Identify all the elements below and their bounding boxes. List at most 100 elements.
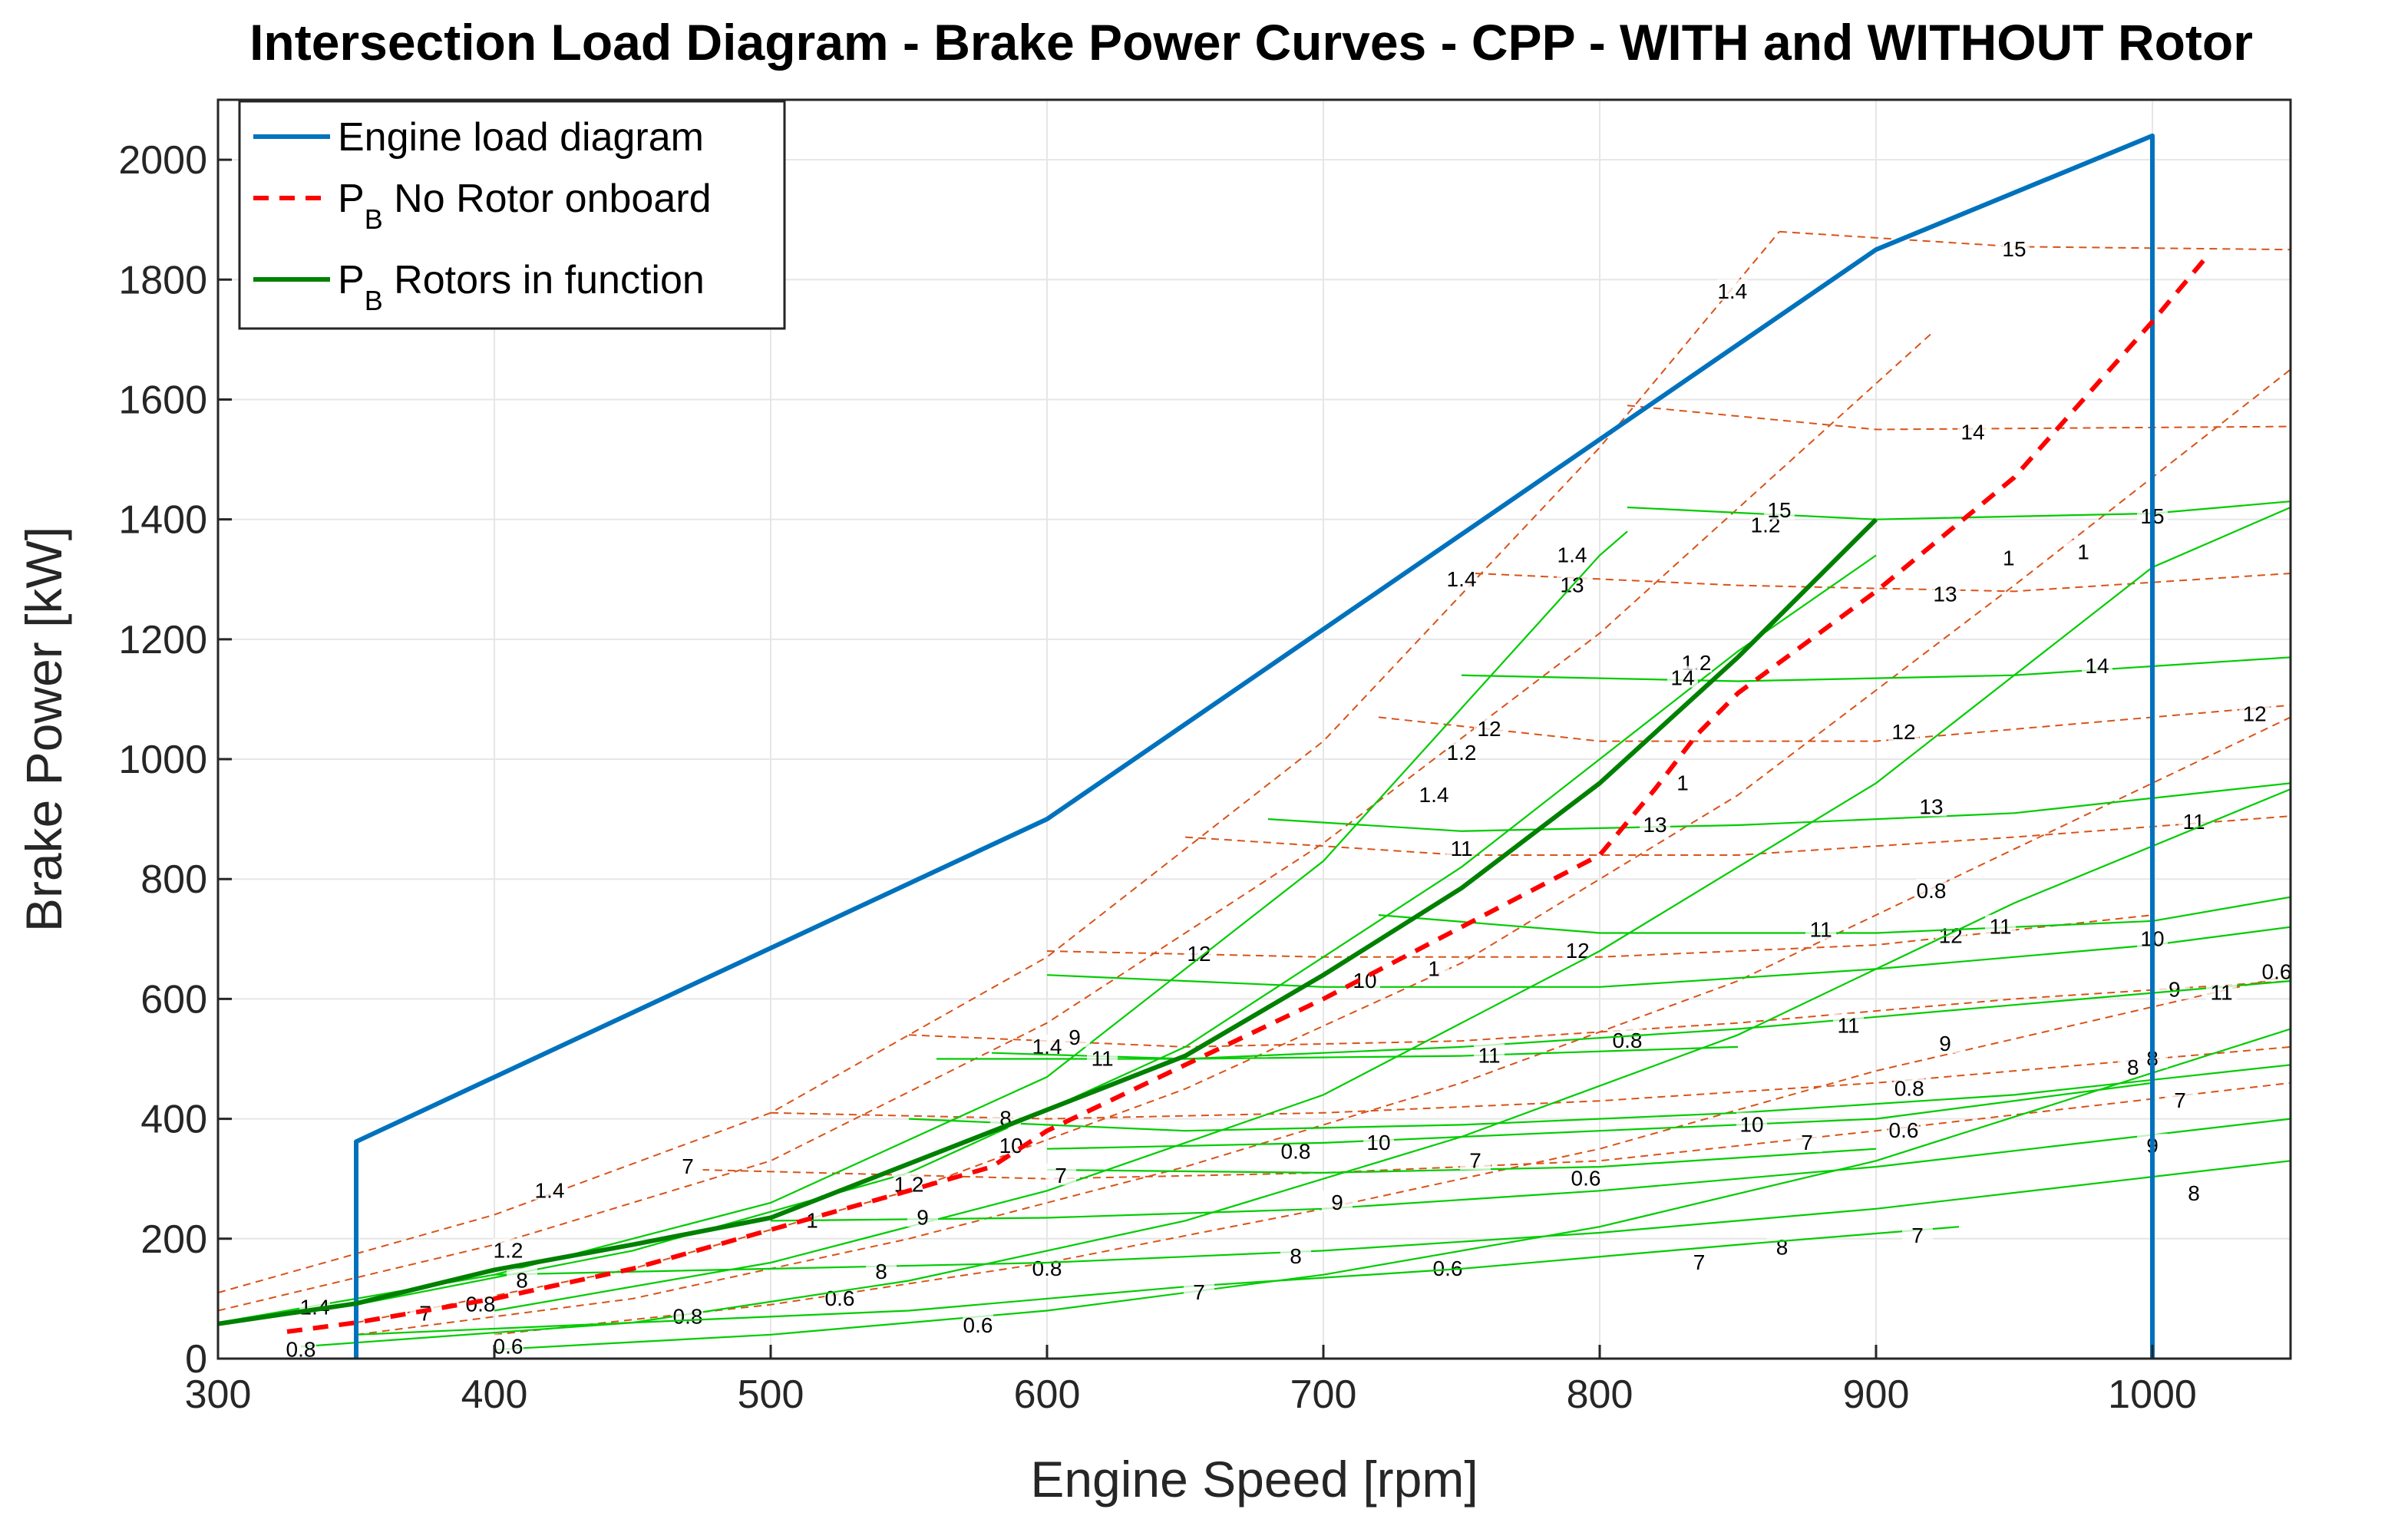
rotor-contour-line [908,1064,2291,1132]
rotor-contour-label-bg [1902,1223,1933,1245]
rotor-contour-label-bg [1916,794,1947,817]
no-rotor-contour-line [908,980,2291,1048]
y-tick-label: 2000 [118,138,207,183]
rotor-contour-label-bg [1766,1235,1798,1257]
no-rotor-contour-label: 1 [2003,546,2015,570]
rotor-contour-label-bg [1045,1163,1076,1185]
x-tick-label: 300 [185,1372,252,1417]
no-rotor-contour-label-bg [1957,420,1988,442]
rotor-contour-label-bg [1184,1280,1214,1303]
rotor-contour-label-bg [1474,1043,1505,1065]
no-rotor-contour-line [355,716,2291,1336]
x-axis-label: Engine Speed [rpm] [1030,1451,1478,1508]
rotor-contour-label-bg [286,1337,316,1359]
x-tick-label: 900 [1843,1372,1910,1417]
rotor-contour-label-bg [1557,543,1587,565]
no-rotor-contour-label-bg [1916,878,1947,900]
rotor-contour-label-bg [1894,1076,1925,1098]
rotor-contour-label: 11 [1478,1044,1500,1068]
rotor-contour-label-bg [1087,1046,1118,1068]
rotor-contour-line [1267,782,2291,832]
no-rotor-contour-line [1475,573,2291,593]
no-rotor-contour-label-bg [1446,837,1477,859]
rotor-contour-label: 0.8 [1613,1029,1643,1052]
no-rotor-contour-label-bg [2261,959,2292,982]
no-rotor-contour-label: 1.2 [494,1238,524,1262]
no-rotor-contour-label-bg [2239,702,2271,724]
rotor-contour-label: 11 [1989,915,2011,939]
plot-area: 1.41.41.41.21.21.211110.80.80.80.60.60.6… [216,98,2292,1361]
rotor-contour-label: 7 [419,1301,431,1325]
no-rotor-contour-label: 1.4 [535,1178,565,1202]
rotor-contour-label: 7 [1469,1148,1481,1172]
no-rotor-contour-label-bg [1571,1166,1601,1188]
no-rotor-contour-line [1046,914,2153,958]
rotor-contour-label: 0.8 [1894,1077,1924,1101]
no-rotor-contour-label: 1.4 [1447,567,1477,591]
rotor-contour-label-bg [1667,665,1698,688]
rotor-contour-label: 14 [1670,666,1694,690]
rotor-contour-label-bg [1032,1034,1062,1056]
rotor-contour-label: 0.8 [673,1304,703,1328]
no-rotor-contour-label: 12 [1891,720,1915,744]
y-tick-label: 1400 [118,498,207,543]
no-rotor-contour-label-bg [1446,566,1477,589]
legend-label-load: Engine load diagram [338,115,704,160]
no-rotor-contour-label: 12 [1939,923,1963,947]
no-rotor-contour-label-bg [672,1154,703,1177]
no-rotor-contour-label: 7 [2174,1088,2186,1112]
no-rotor-contour-label-bg [1999,237,2030,259]
rotor-contour-label-bg [2206,980,2237,1002]
no-rotor-contour-label: 11 [2182,810,2205,834]
no-rotor-contour-label: 1.4 [1717,279,1747,303]
rotor-contour-label: 7 [1801,1131,1813,1154]
rotor-contour-label: 14 [2085,654,2109,678]
no-rotor-contour-label: 9 [2169,978,2181,1002]
rotor-contour-label-bg [1833,1013,1864,1035]
rotor-contour-label: 13 [1919,795,1943,819]
rotor-contour-line [494,1160,2291,1276]
no-rotor-contour-label-bg [1474,717,1505,738]
rotor-contour-label-bg [493,1334,524,1356]
no-rotor-contour-label: 12 [1187,942,1211,966]
rotor-contour-line [936,979,2291,1060]
series-line-load [354,133,2155,1359]
no-rotor-contour-label-bg [2159,977,2190,999]
x-tick-label: 1000 [2108,1372,2197,1417]
rotor-contour-label: 11 [1091,1047,1113,1071]
y-tick-label: 0 [185,1337,207,1382]
rotor-contour-label-bg [1059,1025,1090,1048]
rotor-contour-label: 0.6 [494,1334,524,1358]
x-tick-label: 600 [1014,1372,1081,1417]
rotor-contour-label-bg [1888,1118,1919,1141]
rotor-contour-label: 7 [1193,1280,1205,1304]
rotor-contour-line [494,1028,2291,1351]
legend-box [238,100,786,330]
rotor-contour-label-bg [1322,1190,1353,1212]
rotor-contour-label: 15 [1767,498,1791,522]
series-line-rotor [217,517,1878,1326]
x-tick-label: 700 [1290,1372,1357,1417]
rotor-contour-label-bg [996,1133,1027,1155]
rotor-contour-label: 9 [1939,1032,1951,1055]
no-rotor-contour-label: 8 [2127,1055,2139,1079]
rotor-contour-label-bg [1985,914,2016,936]
no-rotor-contour-label-bg [534,1178,565,1200]
rotor-contour-line [770,1118,2291,1222]
rotor-contour-label-bg [1930,1032,1960,1053]
y-tick-label: 400 [140,1098,207,1142]
no-rotor-contour-label-bg [493,1238,524,1260]
x-tick-label: 800 [1567,1372,1633,1417]
no-rotor-contour-label: 13 [1933,582,1957,606]
rotor-contour-label-bg [507,1268,537,1290]
rotor-contour-label-bg [963,1313,993,1336]
no-rotor-contour-label: 1 [1428,956,1440,980]
rotor-contour-label: 8 [516,1268,528,1292]
rotor-contour-label: 8 [1290,1244,1302,1268]
rotor-contour-label: 1.4 [1557,543,1587,567]
no-rotor-contour-line [217,332,1932,1312]
no-rotor-contour-label: 0.8 [1917,879,1947,903]
no-rotor-contour-label: 0.6 [1571,1167,1601,1191]
legend: Engine load diagram PB No Rotor onboard … [238,100,786,330]
